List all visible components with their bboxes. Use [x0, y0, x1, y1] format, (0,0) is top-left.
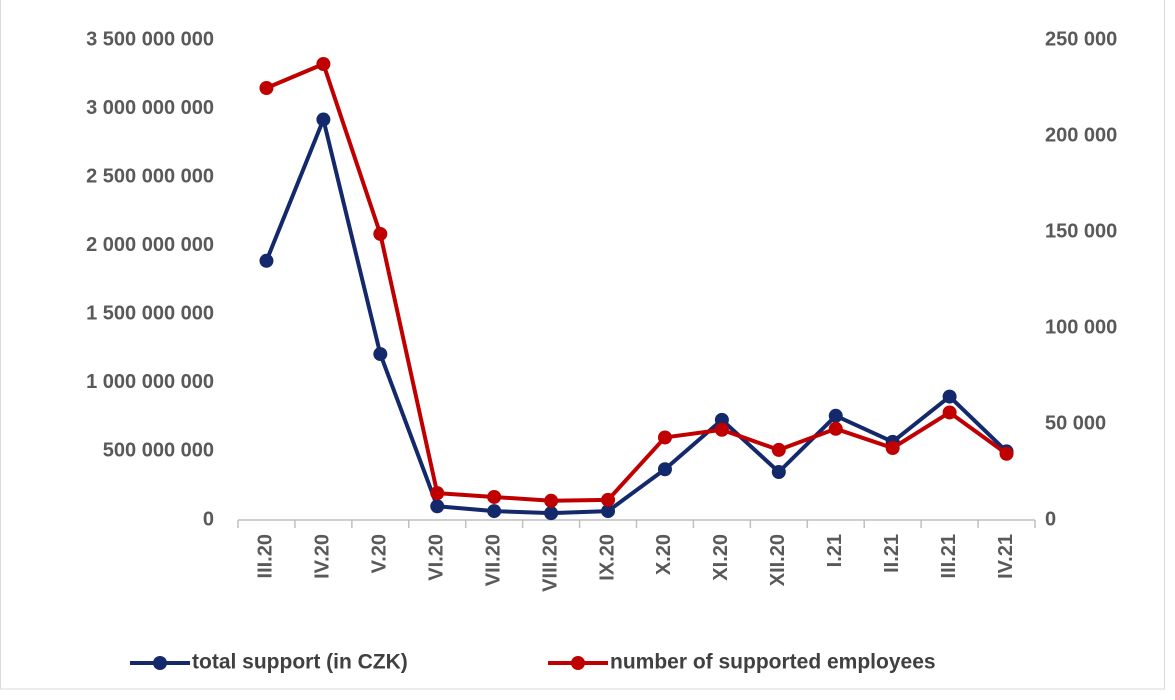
data-point	[373, 347, 388, 362]
data-point	[771, 465, 786, 479]
data-point	[316, 112, 331, 127]
y2-tick-label: 50 000	[1045, 412, 1106, 434]
x-tick-label: V.20	[369, 534, 391, 573]
data-point	[487, 489, 502, 504]
data-point	[714, 412, 729, 427]
x-tick-label: IV.20	[312, 534, 334, 579]
series-line	[265, 62, 1008, 503]
data-point	[657, 430, 672, 445]
data-point	[259, 81, 274, 95]
data-point	[942, 389, 957, 404]
y-tick-label: 1 500 000 000	[86, 303, 214, 325]
x-tick-label: VI.20	[426, 534, 448, 581]
y-tick-label: 2 500 000 000	[86, 165, 214, 187]
y-tick-label: 500 000 000	[103, 440, 214, 462]
data-point	[544, 493, 559, 508]
y2-tick-label: 100 000	[1045, 316, 1117, 338]
legend-marker	[153, 656, 167, 670]
x-tick-label: VIII.20	[539, 534, 561, 592]
x-tick-label: IX.20	[596, 534, 618, 581]
x-tick-label: X.20	[653, 534, 675, 575]
x-tick-label: VII.20	[482, 534, 504, 586]
data-point	[316, 57, 331, 71]
y-tick-label: 2 000 000 000	[86, 234, 214, 256]
y-tick-label: 3 000 000 000	[86, 97, 214, 119]
y-tick-label: 0	[203, 508, 214, 530]
data-point	[942, 405, 957, 420]
legend-label: total support (in CZK)	[192, 651, 408, 674]
chart-border	[0, 0, 1165, 690]
x-tick-label: I.21	[824, 534, 846, 567]
data-point	[430, 486, 445, 501]
data-point	[601, 504, 616, 519]
x-tick-label: IV.21	[995, 534, 1017, 579]
data-point	[885, 441, 900, 455]
data-point	[259, 253, 274, 268]
y2-tick-label: 250 000	[1045, 28, 1117, 50]
legend-marker	[571, 656, 585, 670]
x-tick-label: XI.20	[710, 534, 732, 581]
x-tick-label: II.21	[881, 534, 903, 573]
data-point	[544, 506, 559, 521]
y2-tick-label: 150 000	[1045, 220, 1117, 242]
data-point	[828, 421, 843, 436]
data-point	[657, 462, 672, 477]
data-point	[487, 504, 502, 519]
y-tick-label: 3 500 000 000	[86, 28, 214, 50]
data-point	[828, 408, 843, 423]
data-point	[714, 422, 729, 437]
legend-label: number of supported employees	[610, 651, 936, 674]
x-tick-label: III.21	[938, 534, 960, 578]
y2-tick-label: 0	[1045, 508, 1056, 530]
data-point	[373, 226, 388, 241]
series-line	[264, 117, 1008, 516]
x-tick-label: III.20	[255, 534, 277, 578]
y-tick-label: 1 000 000 000	[86, 371, 214, 393]
data-point	[771, 442, 786, 457]
x-tick-label: XII.20	[767, 534, 789, 586]
y2-tick-label: 200 000	[1045, 124, 1117, 146]
data-point	[999, 446, 1014, 461]
data-point	[430, 499, 445, 514]
data-point	[601, 492, 616, 507]
